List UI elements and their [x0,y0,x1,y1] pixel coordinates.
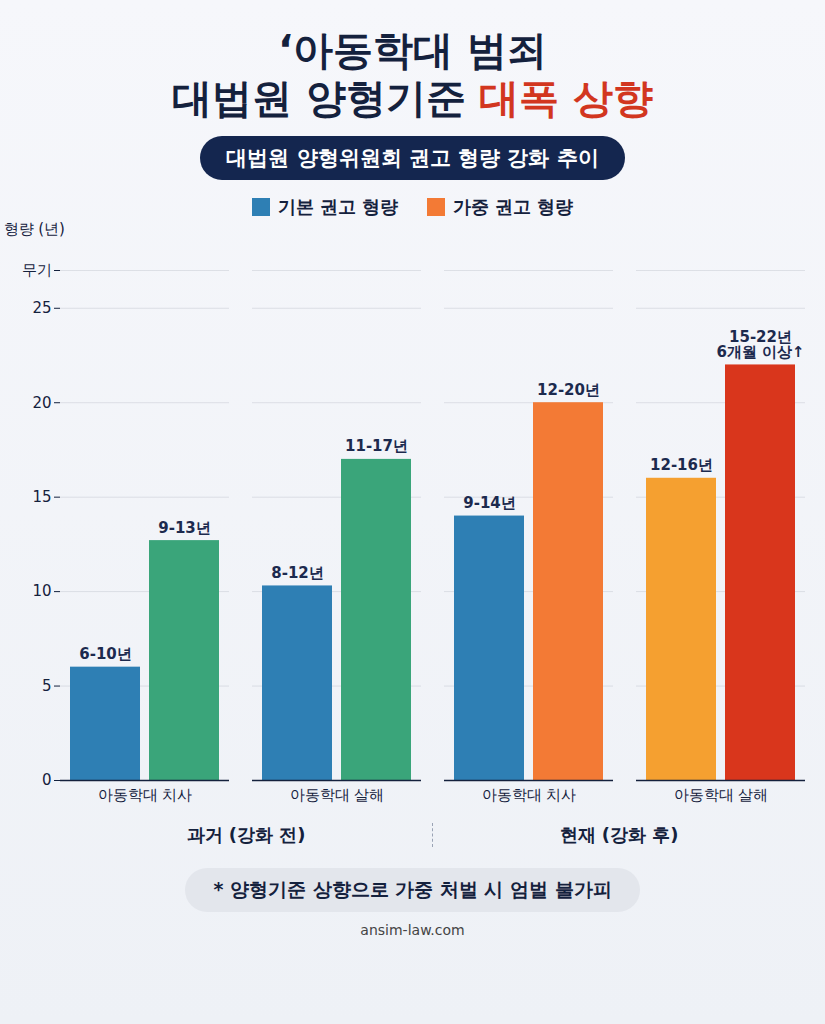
svg-text:아동학대 살해: 아동학대 살해 [674,786,769,804]
svg-text:20: 20 [32,394,51,412]
svg-text:무기: 무기 [22,261,52,279]
html-text:대법원 양형기준대폭 상향: 대법원 양형기준대폭 상향 [171,75,654,121]
svg-text:6-10년: 6-10년 [79,645,132,663]
svg-text:15-22년6개월 이상↑: 15-22년6개월 이상↑ [716,328,804,361]
svg-text:9-14년: 9-14년 [463,494,516,512]
svg-text:8-12년: 8-12년 [271,564,324,582]
svg-text:아동학대 살해: 아동학대 살해 [290,786,385,804]
svg-text:11-17년: 11-17년 [345,437,408,455]
svg-text:0: 0 [42,771,52,789]
html-text:‘아동학대 범죄: ‘아동학대 범죄 [277,27,548,73]
html-text:현재 (강화 후): 현재 (강화 후) [559,824,679,845]
svg-text:12-20년: 12-20년 [537,381,600,399]
svg-text:25: 25 [32,299,51,317]
svg-text:아동학대 치사: 아동학대 치사 [482,786,577,804]
html-text:기본 권고 형량: 기본 권고 형량 [278,196,399,217]
html-text:과거 (강화 전): 과거 (강화 전) [186,824,306,845]
html-text:가중 권고 형량: 가중 권고 형량 [452,196,573,217]
svg-text:5: 5 [42,677,52,695]
svg-text:형량 (년): 형량 (년) [4,220,65,238]
html-text:ansim-law.com: ansim-law.com [360,922,465,938]
svg-text:15: 15 [32,488,51,506]
svg-text:12-16년: 12-16년 [650,456,713,474]
html-text:대법원 양형위원회 권고 형량 강화 추이: 대법원 양형위원회 권고 형량 강화 추이 [226,146,599,170]
svg-text:아동학대 치사: 아동학대 치사 [98,786,193,804]
svg-text:9-13년: 9-13년 [158,519,211,537]
svg-text:10: 10 [32,582,51,600]
html-text:* 양형기준 상향으로 가중 처벌 시 엄벌 불가피: * 양형기준 상향으로 가중 처벌 시 엄벌 불가피 [213,878,612,900]
